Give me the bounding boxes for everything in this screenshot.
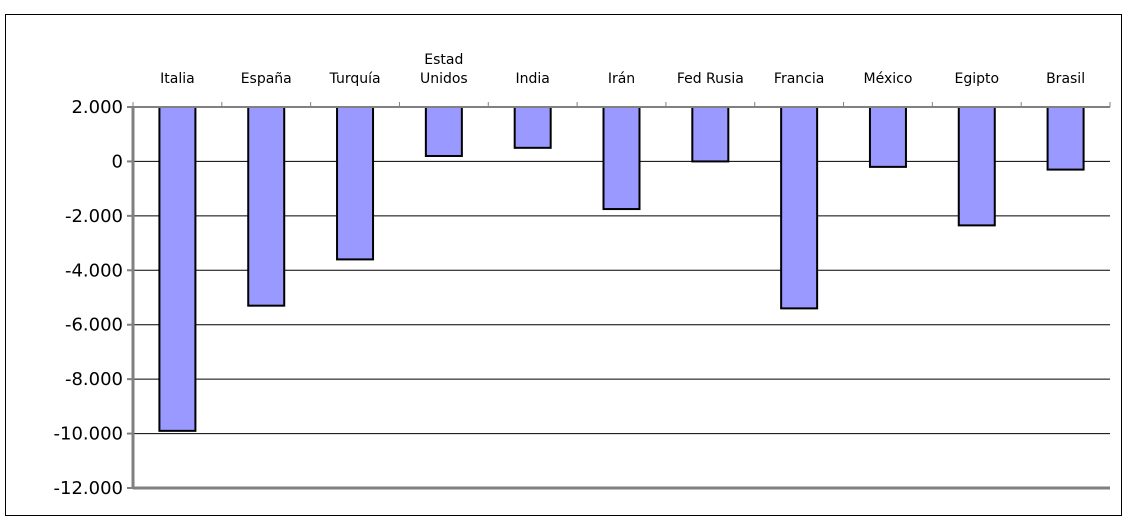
x-tick-label: Italia xyxy=(160,71,195,87)
bars xyxy=(158,106,1085,432)
x-tick-label: Egipto xyxy=(954,71,999,87)
bar xyxy=(1046,106,1085,171)
bar xyxy=(691,106,730,163)
y-tick-label: -10.000 xyxy=(54,424,123,445)
bar xyxy=(247,106,286,307)
x-tick-label: Irán xyxy=(608,71,635,87)
bar xyxy=(424,106,463,157)
x-tick-label: México xyxy=(864,71,913,87)
y-tick-label: -8.000 xyxy=(65,369,123,390)
x-tick-labels: Italia España Turquía Estad Unidos India Irán F… xyxy=(160,52,1085,87)
x-tick-label: Estad xyxy=(424,52,463,68)
bar xyxy=(602,106,641,211)
bar xyxy=(780,106,819,310)
y-tick-label: 2.000 xyxy=(71,97,123,118)
x-tick-label: Francia xyxy=(774,71,824,87)
y-tick-label: 0 xyxy=(112,151,123,172)
bar xyxy=(957,106,996,227)
bar xyxy=(158,106,197,432)
x-tick-label: Unidos xyxy=(420,71,468,87)
x-tick-label: Fed Rusia xyxy=(677,71,744,87)
bar xyxy=(336,106,375,261)
bar xyxy=(513,106,552,149)
bar xyxy=(868,106,907,168)
x-tick-label: Brasil xyxy=(1046,71,1085,87)
x-tick-label: India xyxy=(516,71,550,87)
y-tick-label: -6.000 xyxy=(65,315,123,336)
y-tick-label: -12.000 xyxy=(54,478,123,499)
gridlines xyxy=(133,160,1110,435)
x-tick-label: Turquía xyxy=(329,71,381,87)
axes xyxy=(127,102,1111,490)
x-tick-label: España xyxy=(241,71,292,87)
y-tick-labels: 2.000 0 -2.000 -4.000 -6.000 -8.000 -10.000 -12… xyxy=(54,97,123,499)
y-tick-label: -2.000 xyxy=(65,206,123,227)
y-tick-label: -4.000 xyxy=(65,260,123,281)
